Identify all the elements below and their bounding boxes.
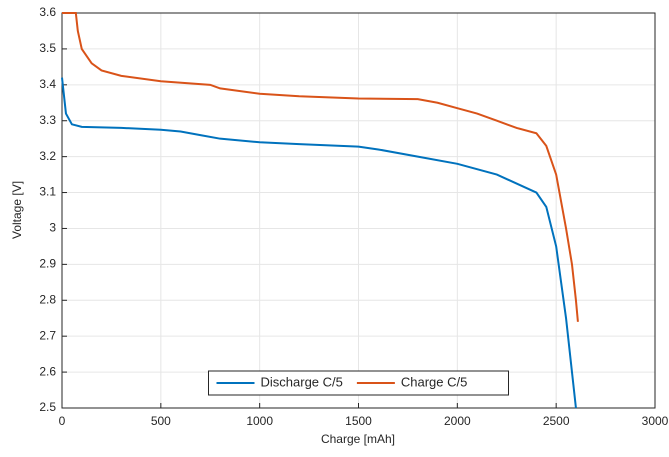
y-tick-label: 2.8 (39, 292, 56, 306)
y-tick-label: 3.3 (39, 113, 56, 127)
x-tick-label: 1500 (345, 414, 372, 428)
y-tick-label: 2.6 (39, 364, 56, 378)
y-tick-label: 2.9 (39, 257, 56, 271)
x-tick-label: 2000 (444, 414, 471, 428)
y-tick-label: 2.7 (39, 328, 56, 342)
legend-label: Charge C/5 (401, 374, 467, 389)
y-tick-label: 3.5 (39, 41, 56, 55)
y-tick-label: 3.2 (39, 149, 56, 163)
y-tick-label: 3.1 (39, 185, 56, 199)
x-tick-label: 0 (59, 414, 66, 428)
x-tick-label: 3000 (642, 414, 669, 428)
y-axis-label: Voltage [V] (10, 181, 24, 239)
x-axis-label: Charge [mAh] (321, 432, 395, 446)
x-tick-label: 500 (151, 414, 171, 428)
x-tick-label: 2500 (543, 414, 570, 428)
legend-label: Discharge C/5 (261, 374, 343, 389)
x-tick-label: 1000 (246, 414, 273, 428)
y-tick-label: 2.5 (39, 400, 56, 414)
plot-frame (61, 12, 656, 409)
y-tick-label: 3.4 (39, 77, 56, 91)
data-line (61, 77, 577, 409)
y-tick-label: 3 (49, 221, 56, 235)
y-tick-label: 3.6 (39, 5, 56, 19)
data-line (62, 12, 579, 322)
